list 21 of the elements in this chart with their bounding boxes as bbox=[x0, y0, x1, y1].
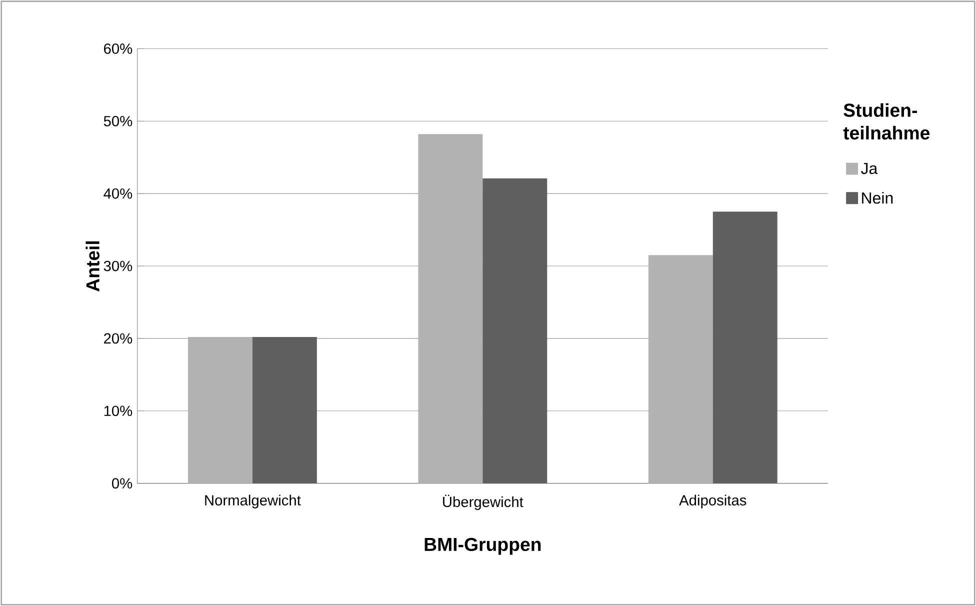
y-tick-label: 20% bbox=[104, 333, 132, 344]
x-axis-title: BMI-Gruppen bbox=[424, 538, 541, 555]
bar bbox=[482, 178, 548, 484]
y-tick-label: 50% bbox=[104, 116, 132, 126]
legend-label: Nein bbox=[862, 192, 893, 204]
y-axis-title: Anteil bbox=[86, 241, 100, 292]
legend-title: Studien-teilnahme bbox=[843, 103, 930, 140]
legend-label: Ja bbox=[860, 162, 878, 174]
bar bbox=[418, 134, 483, 484]
y-tick-label: 30% bbox=[104, 260, 132, 272]
x-tick-label: Übergewicht bbox=[443, 494, 524, 510]
x-tick-label: Normalgewicht bbox=[205, 494, 301, 508]
bar bbox=[712, 212, 778, 484]
bar bbox=[188, 336, 252, 484]
x-tick-label: Adipositas bbox=[679, 494, 746, 508]
y-tick-label: 0% bbox=[112, 478, 132, 489]
y-tick-label: 40% bbox=[104, 188, 132, 199]
y-tick-label: 60% bbox=[104, 43, 132, 54]
bar bbox=[252, 336, 317, 484]
y-tick-label: 10% bbox=[104, 406, 132, 416]
bar bbox=[648, 255, 713, 484]
